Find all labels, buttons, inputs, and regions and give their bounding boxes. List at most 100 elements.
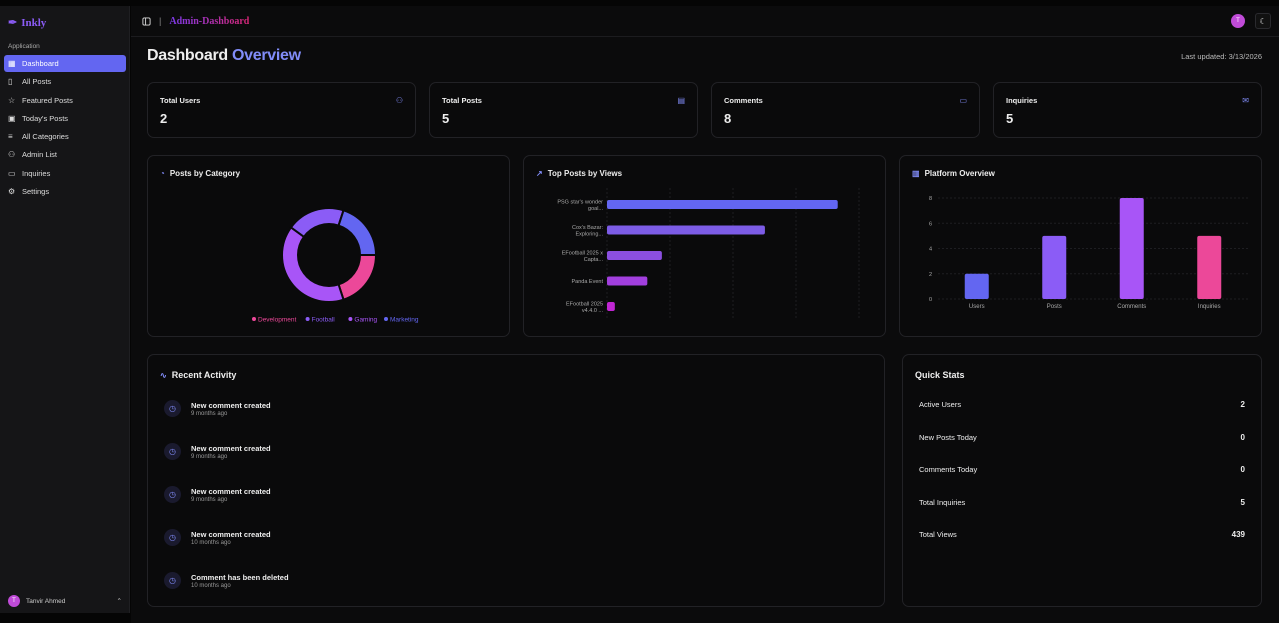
trending-up-icon: ↗ bbox=[536, 169, 543, 178]
bar-comments[interactable] bbox=[1119, 198, 1144, 299]
pie-slice-football[interactable] bbox=[289, 207, 345, 239]
message-icon: ▭ bbox=[959, 96, 967, 105]
clipboard-icon: ▯ bbox=[8, 77, 13, 87]
x-tick-label: Inquiries bbox=[1198, 304, 1221, 310]
sidebar-toggle-icon[interactable] bbox=[142, 16, 151, 26]
donut-chart: Development Football Gaming Marketing bbox=[252, 207, 419, 324]
users-icon: ⚇ bbox=[395, 96, 403, 105]
calendar-icon: ▣ bbox=[8, 113, 16, 123]
stat-card-total-posts: Total Posts 5 ▤ bbox=[429, 82, 698, 138]
tick-label: EFootball 2025 x bbox=[562, 250, 604, 256]
divider: | bbox=[159, 16, 162, 26]
sidebar-nav: ▦ Dashboard ▯ All Posts ☆ Featured Posts ▣ Toda… bbox=[4, 55, 126, 201]
y-tick-label: 6 bbox=[929, 221, 932, 227]
activity-item: ◷ Comment has been deleted 10 months ago bbox=[164, 572, 289, 589]
activity-icon: ∿ bbox=[160, 370, 167, 380]
x-tick-label: Posts bbox=[1047, 304, 1062, 310]
breadcrumb: Admin-Dashboard bbox=[169, 15, 250, 27]
chevron-up-icon: ⌃ bbox=[116, 598, 122, 605]
list-icon: ≡ bbox=[8, 132, 13, 142]
y-tick-label: 4 bbox=[929, 247, 932, 253]
last-updated: Last updated: 3/13/2026 bbox=[1181, 52, 1262, 61]
pie-slice-marketing[interactable] bbox=[337, 209, 378, 256]
top-posts-card: ↗ Top Posts by Views PSG star's wonder goa… bbox=[523, 155, 886, 337]
legend-swatch bbox=[252, 317, 256, 321]
pie-chart-icon: ◔ bbox=[160, 169, 165, 178]
user-name: Tanvir Ahmed bbox=[26, 597, 66, 605]
activity-item: ◷ New comment created 10 months ago bbox=[164, 529, 271, 546]
quick-stat-row: Comments Today 0 bbox=[919, 465, 1245, 474]
sidebar-item-all-posts[interactable]: ▯ All Posts bbox=[8, 77, 52, 87]
tick-label: PSG star's wonder bbox=[557, 199, 603, 205]
pie-slice-gaming[interactable] bbox=[281, 225, 345, 303]
file-icon: ▤ bbox=[677, 96, 685, 105]
bar-users[interactable] bbox=[964, 273, 989, 299]
activity-item: ◷ New comment created 9 months ago bbox=[164, 443, 271, 460]
platform-overview-card: ▥ Platform Overview 0 2 4 6 8 Users Posts Commen… bbox=[899, 155, 1262, 337]
tick-label: Exploring... bbox=[575, 231, 603, 237]
avatar: T bbox=[8, 595, 20, 607]
bar-posts[interactable] bbox=[1042, 235, 1067, 299]
x-tick-label: Users bbox=[969, 304, 985, 310]
clock-icon: ◷ bbox=[164, 400, 181, 417]
users-icon: ⚇ bbox=[8, 150, 16, 160]
clock-icon: ◷ bbox=[164, 443, 181, 460]
feather-icon: ✒ bbox=[8, 17, 18, 29]
mail-icon: ✉ bbox=[1242, 96, 1249, 105]
tick-label: v4.4.0 ... bbox=[582, 308, 604, 314]
y-tick-label: 8 bbox=[929, 196, 932, 202]
legend-swatch bbox=[384, 317, 388, 321]
platform-overview-chart: 0 2 4 6 8 Users Posts Comments Inquiries bbox=[929, 196, 1248, 310]
quick-stat-row: Total Inquiries 5 bbox=[919, 497, 1245, 507]
sidebar-group-label: Application bbox=[8, 43, 40, 50]
sidebar-item-today-s-posts[interactable]: ▣ Today's Posts bbox=[8, 113, 69, 123]
legend-label: Football bbox=[312, 317, 336, 324]
sidebar-item-inquiries[interactable]: ▭ Inquiries bbox=[8, 168, 51, 178]
tick-label: EFootball 2025 bbox=[566, 301, 603, 307]
theme-toggle-button[interactable]: ☾ bbox=[1255, 13, 1271, 29]
topbar: | Admin-Dashboard bbox=[131, 6, 1279, 37]
tick-label: Cox's Bazar: bbox=[572, 225, 603, 231]
x-tick-label: Comments bbox=[1117, 304, 1146, 310]
sidebar-item-featured-posts[interactable]: ☆ Featured Posts bbox=[8, 95, 73, 105]
tick-label: goal... bbox=[588, 206, 603, 212]
bar[interactable] bbox=[607, 276, 648, 286]
quick-stat-row: New Posts Today 0 bbox=[919, 432, 1245, 442]
logo[interactable]: ✒ Inkly bbox=[8, 16, 47, 30]
avatar[interactable]: T bbox=[1231, 14, 1245, 28]
clock-icon: ◷ bbox=[164, 572, 181, 589]
bar[interactable] bbox=[607, 251, 662, 260]
bar[interactable] bbox=[607, 225, 765, 235]
stat-card-comments: Comments 8 ▭ bbox=[711, 82, 980, 138]
posts-by-category-card: ◔ Posts by Category Development Football Ga… bbox=[147, 155, 510, 337]
y-tick-label: 2 bbox=[929, 272, 932, 278]
stat-card-total-users: Total Users 2 ⚇ bbox=[147, 82, 416, 138]
activity-item: ◷ New comment created 9 months ago bbox=[164, 400, 271, 417]
inbox-icon: ▭ bbox=[8, 168, 16, 178]
sidebar-item-admin-list[interactable]: ⚇ Admin List bbox=[8, 150, 58, 160]
legend-swatch bbox=[348, 317, 353, 321]
sidebar-item-dashboard[interactable]: ▦ Dashboard bbox=[4, 55, 126, 72]
sidebar-item-settings[interactable]: ⚙ Settings bbox=[8, 187, 50, 197]
grid-icon: ▦ bbox=[8, 59, 16, 68]
main: | Admin-Dashboard T ☾ Dashboard Overview… bbox=[131, 6, 1279, 623]
quick-stat-row: Total Views 439 bbox=[919, 530, 1245, 539]
tick-label: Capta... bbox=[584, 257, 604, 263]
page-title: Dashboard Overview bbox=[147, 47, 301, 64]
bar[interactable] bbox=[607, 200, 838, 209]
star-icon: ☆ bbox=[8, 95, 16, 105]
bar-inquiries[interactable] bbox=[1197, 235, 1222, 299]
sidebar-item-all-categories[interactable]: ≡ All Categories bbox=[8, 132, 69, 142]
gear-icon: ⚙ bbox=[8, 187, 16, 197]
legend-label: Development bbox=[258, 317, 296, 324]
sidebar: ✒ Inkly Application ▦ Dashboard ▯ All Posts ☆… bbox=[0, 6, 130, 613]
bar[interactable] bbox=[607, 302, 615, 311]
legend-swatch bbox=[305, 317, 310, 321]
user-menu[interactable]: T Tanvir Ahmed ⌃ bbox=[8, 595, 122, 607]
pie-slice-development[interactable] bbox=[337, 254, 378, 301]
legend-label: Marketing bbox=[390, 317, 419, 324]
legend-label: Gaming bbox=[354, 317, 377, 324]
clock-icon: ◷ bbox=[164, 529, 181, 546]
bar-chart-icon: ▥ bbox=[912, 169, 920, 178]
